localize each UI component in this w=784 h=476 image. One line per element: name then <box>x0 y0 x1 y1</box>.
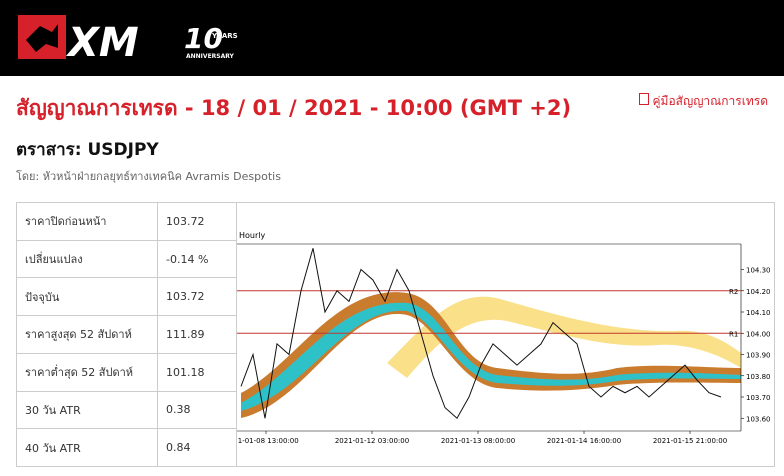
band-yellow <box>387 296 741 378</box>
stat-value: 0.84 <box>157 428 237 467</box>
logo-anniversary: ANNIVERSARY <box>186 53 235 60</box>
guide-text: คู่มือสัญญาณการเทรด <box>652 94 769 108</box>
y-tick-label: 103.70 <box>746 394 771 402</box>
chart-title: Hourly <box>239 231 265 240</box>
y-tick-label: 104.20 <box>746 288 771 296</box>
price-line <box>240 248 722 420</box>
table-row: เปลี่ยนแปลง -0.14 % <box>16 239 237 279</box>
level-label: R2 <box>729 288 738 296</box>
table-row: ราคาต่ำสุด 52 สัปดาห์ 101.18 <box>16 352 237 392</box>
stat-value: 111.89 <box>157 315 237 354</box>
header: XM 10 YEARS ANNIVERSARY <box>0 0 784 76</box>
y-tick-label: 104.00 <box>746 330 771 338</box>
logo: XM 10 YEARS ANNIVERSARY <box>18 15 238 66</box>
level-label: R1 <box>729 330 738 338</box>
instrument: ตราสาร: USDJPY <box>16 140 159 160</box>
x-tick-label: 2021-01-14 16:00:00 <box>547 437 621 445</box>
stat-label: 30 วัน ATR <box>16 390 158 430</box>
x-tick-label: 21-01-08 13:00:00 <box>237 437 299 445</box>
guide-link[interactable]: คู่มือสัญญาณการเทรด <box>638 92 769 111</box>
author: โดย: หัวหน้าฝ่ายกลยุทธ์ทางเทคนิค Avramis… <box>16 170 281 183</box>
table-row: ราคาสูงสุด 52 สัปดาห์ 111.89 <box>16 315 237 354</box>
x-tick-label: 2021-01-13 08:00:00 <box>441 437 515 445</box>
logo-years: YEARS <box>211 32 238 40</box>
logo-bull <box>26 24 58 52</box>
x-tick-label: 2021-01-15 21:00:00 <box>653 437 727 445</box>
table-row: ปัจจุบัน 103.72 <box>16 277 237 317</box>
x-tick-label: 2021-01-12 03:00:00 <box>335 437 409 445</box>
y-tick-label: 104.30 <box>746 267 771 275</box>
stat-label: ปัจจุบัน <box>16 277 158 317</box>
title: สัญญาณการเทรด - 18 / 01 / 2021 - 10:00 (… <box>16 96 572 120</box>
stat-value: 101.18 <box>157 352 237 392</box>
y-tick-label: 104.10 <box>746 309 771 317</box>
stat-value: 103.72 <box>157 202 237 241</box>
stat-value: 103.72 <box>157 277 237 317</box>
y-tick-label: 103.60 <box>746 415 771 423</box>
stat-label: 40 วัน ATR <box>16 428 158 467</box>
table-row: 30 วัน ATR 0.38 <box>16 390 237 430</box>
chart: Hourly 103.60 103.70 103.80 103.90 104.00 104.… <box>237 231 771 445</box>
stats-table: ราคาปิดก่อนหน้า 103.72 เปลี่ยนแปลง -0.14 % ป… <box>16 202 237 467</box>
stat-label: ราคาปิดก่อนหน้า <box>16 202 158 241</box>
stat-value: -0.14 % <box>157 239 237 279</box>
logo-mark: XM <box>65 20 139 66</box>
y-tick-label: 103.90 <box>746 352 771 360</box>
pdf-icon <box>638 93 649 105</box>
table-row: ราคาปิดก่อนหน้า 103.72 <box>16 202 237 241</box>
stat-label: เปลี่ยนแปลง <box>16 239 158 279</box>
y-tick-label: 103.80 <box>746 373 771 381</box>
stat-value: 0.38 <box>157 390 237 430</box>
stat-label: ราคาสูงสุด 52 สัปดาห์ <box>16 315 158 354</box>
chart-box: Hourly 103.60 103.70 103.80 103.90 104.00 104.… <box>236 202 775 467</box>
logo-number: 10 <box>184 22 223 55</box>
table-row: 40 วัน ATR 0.84 <box>16 428 237 467</box>
stat-label: ราคาต่ำสุด 52 สัปดาห์ <box>16 352 158 392</box>
